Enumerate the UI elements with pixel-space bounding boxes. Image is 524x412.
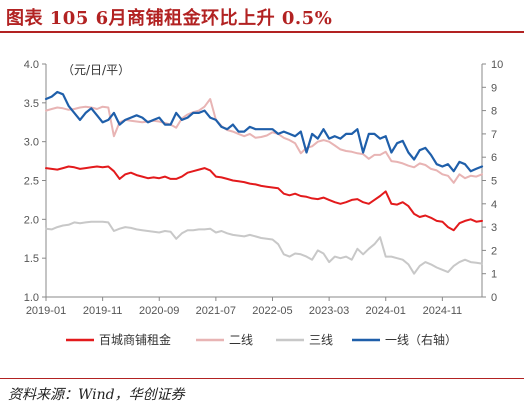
x-tick-label: 2024-11 bbox=[423, 305, 463, 317]
y-left-tick-label: 2.0 bbox=[24, 214, 39, 226]
y-right-tick-label: 0 bbox=[491, 292, 497, 304]
x-tick-label: 2021-07 bbox=[196, 305, 236, 317]
y-right-tick-label: 10 bbox=[491, 59, 503, 71]
source-note: 资料来源：Wind，华创证券 bbox=[8, 387, 185, 403]
y-right-tick-label: 4 bbox=[491, 199, 497, 211]
legend-label-2: 二线 bbox=[229, 333, 253, 347]
y-right-tick-label: 3 bbox=[491, 222, 497, 234]
x-tick-label: 2019-11 bbox=[83, 305, 123, 317]
series-line-4 bbox=[44, 90, 484, 173]
y-right-tick-label: 1 bbox=[491, 269, 497, 281]
y-right-tick-label: 8 bbox=[491, 106, 497, 118]
y-unit-label: （元/日/平） bbox=[62, 63, 130, 77]
legend-label-1: 百城商铺租金 bbox=[99, 332, 171, 347]
chart-legend: 百城商铺租金 二线 三线 一线（右轴） bbox=[66, 332, 457, 347]
legend-label-3: 三线 bbox=[309, 333, 333, 347]
series-line-3 bbox=[45, 220, 483, 275]
line-chart: 1.0 1.5 2.0 2.5 3.0 3.5 4.0 0 1 2 3 4 5 6 7 8 9 10 2019-01… bbox=[24, 59, 504, 347]
series-line-1 bbox=[45, 165, 483, 232]
chart-series bbox=[44, 90, 484, 275]
x-tick-label: 2019-01 bbox=[26, 305, 66, 317]
y-left-tick-label: 2.5 bbox=[24, 176, 39, 188]
figure-title: 图表 105 6月商铺租金环比上升 0.5% bbox=[6, 8, 333, 29]
x-tick-label: 2020-09 bbox=[139, 305, 179, 317]
legend-label-4: 一线（右轴） bbox=[385, 332, 457, 347]
y-right-tick-label: 2 bbox=[491, 245, 497, 257]
y-left-tick-label: 1.0 bbox=[24, 292, 39, 304]
source-divider bbox=[0, 378, 524, 379]
x-tick-label: 2023-03 bbox=[309, 305, 349, 317]
y-left-tick-label: 3.5 bbox=[24, 98, 39, 110]
chart-axes: 1.0 1.5 2.0 2.5 3.0 3.5 4.0 0 1 2 3 4 5 6 7 8 9 10 2019-01… bbox=[24, 59, 504, 317]
y-right-tick-label: 9 bbox=[491, 82, 497, 94]
x-tick-label: 2022-05 bbox=[252, 305, 292, 317]
y-right-tick-label: 5 bbox=[491, 176, 497, 188]
y-left-tick-label: 4.0 bbox=[24, 59, 39, 71]
y-left-tick-label: 3.0 bbox=[24, 137, 39, 149]
y-right-tick-label: 7 bbox=[491, 129, 497, 141]
x-tick-label: 2024-01 bbox=[366, 305, 406, 317]
title-divider bbox=[0, 31, 524, 33]
y-right-tick-label: 6 bbox=[491, 152, 497, 164]
y-left-tick-label: 1.5 bbox=[24, 253, 39, 265]
